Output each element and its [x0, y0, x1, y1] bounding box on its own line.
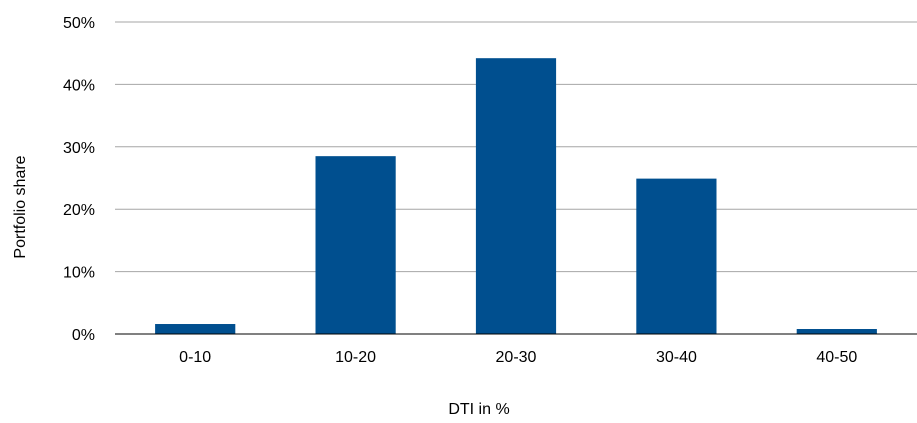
y-tick-label: 0% [72, 327, 95, 344]
y-axis-title: Portfolio share [12, 155, 29, 258]
bar-30-40 [636, 178, 717, 334]
y-tick-label: 40% [63, 77, 95, 94]
bars [155, 58, 877, 334]
x-tick-labels: 0-10 10-20 20-30 30-40 40-50 [179, 349, 857, 366]
y-tick-labels: 0% 10% 20% 30% 40% 50% [63, 15, 95, 344]
bar-20-30 [475, 58, 557, 334]
x-tick-label: 20-30 [496, 349, 537, 366]
bar-40-50 [796, 329, 877, 334]
y-tick-label: 20% [63, 202, 95, 219]
bar-10-20 [315, 156, 396, 334]
x-axis-title: DTI in % [448, 401, 509, 418]
bar-0-10 [155, 324, 236, 334]
y-tick-label: 50% [63, 15, 95, 32]
y-tick-label: 10% [63, 265, 95, 282]
x-tick-label: 10-20 [335, 349, 376, 366]
x-tick-label: 30-40 [656, 349, 697, 366]
x-tick-label: 0-10 [179, 349, 211, 366]
y-tick-label: 30% [63, 140, 95, 157]
x-tick-label: 40-50 [816, 349, 857, 366]
